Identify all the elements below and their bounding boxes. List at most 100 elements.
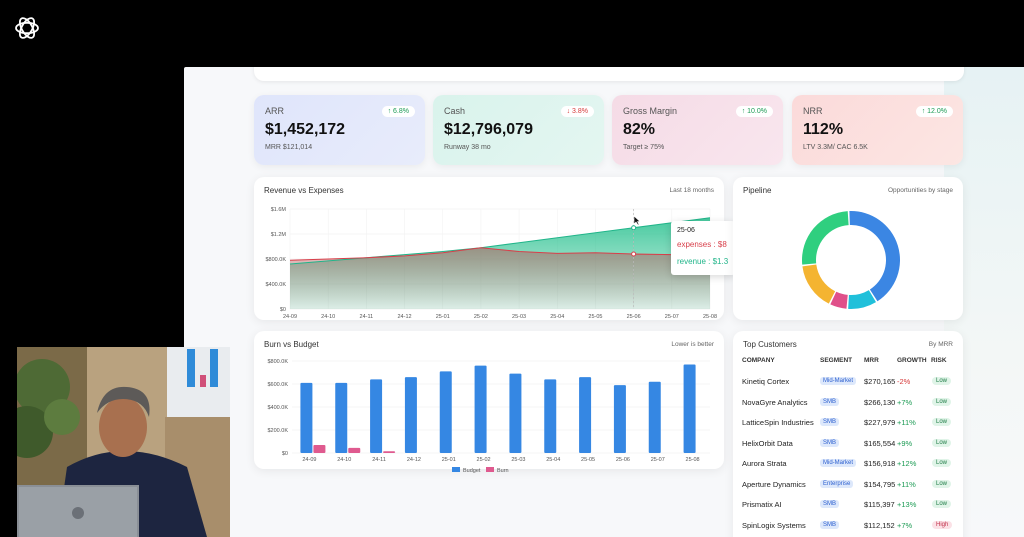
risk-badge: Low xyxy=(932,479,952,488)
risk-badge: Low xyxy=(932,377,952,385)
burn-bar[interactable] xyxy=(383,451,396,453)
segment-tag: Mid-Market xyxy=(820,459,857,467)
budget-bar[interactable] xyxy=(579,377,592,453)
customer-growth: +7% xyxy=(897,520,913,530)
budget-bar[interactable] xyxy=(404,377,417,453)
x-tick-label: 25-04 xyxy=(546,457,560,463)
budget-bar[interactable] xyxy=(370,379,383,453)
kpi-label: Cash xyxy=(444,106,466,116)
segment-tag: SMB xyxy=(820,500,840,508)
pipeline-slice[interactable] xyxy=(848,290,876,309)
legend-label-budget: Budget xyxy=(463,468,481,474)
arrow-down-icon: ↓ xyxy=(566,108,571,115)
x-tick-label: 25-02 xyxy=(474,314,488,320)
x-tick-label: 25-08 xyxy=(686,457,700,463)
customers-card-title: Top Customers xyxy=(743,340,797,349)
table-row[interactable]: Aurora Strata Mid-Market $156,918 +12% Low xyxy=(742,459,958,479)
y-tick-label: $1.2M xyxy=(271,232,287,238)
x-tick-label: 25-03 xyxy=(512,314,526,320)
budget-bar[interactable] xyxy=(509,373,522,453)
tooltip-expenses: expenses : $8 xyxy=(677,240,727,249)
kpi-value: $12,796,079 xyxy=(444,121,533,138)
budget-bar[interactable] xyxy=(439,371,452,453)
x-tick-label: 24-10 xyxy=(337,457,351,463)
pipeline-slice[interactable] xyxy=(802,211,849,265)
table-row[interactable]: SpinLogix Systems SMB $112,152 +7% High xyxy=(742,520,958,537)
budget-bar[interactable] xyxy=(335,382,348,453)
col-header-growth[interactable]: GROWTH xyxy=(897,357,927,364)
x-tick-label: 24-09 xyxy=(302,457,316,463)
kpi-card-gross-margin[interactable]: Gross Margin 82% Target ≥ 75% ↑ 10.0% xyxy=(612,95,783,165)
kpi-card-nrr[interactable]: NRR 112% LTV 3.3M/ CAC 6.5K ↑ 12.0% xyxy=(792,95,963,165)
risk-badge: Low xyxy=(932,418,952,426)
legend-swatch-budget xyxy=(452,467,460,472)
y-tick-label: $200.0K xyxy=(268,428,289,434)
burn-bar[interactable] xyxy=(348,447,361,453)
table-row[interactable]: HelixOrbit Data SMB $165,554 +9% Low xyxy=(742,438,958,459)
x-tick-label: 25-06 xyxy=(627,314,641,320)
customer-growth: +9% xyxy=(897,438,913,448)
table-row[interactable]: Prismatix AI SMB $115,397 +13% Low xyxy=(742,500,958,520)
pipeline-donut-chart[interactable] xyxy=(733,177,963,320)
kpi-delta-badge: ↑ 12.0% xyxy=(915,106,953,117)
x-tick-label: 25-05 xyxy=(581,457,595,463)
top-customers-card: Top Customers By MRR xyxy=(733,331,963,537)
col-header-company[interactable]: COMPANY xyxy=(742,357,775,364)
pipeline-card-title: Pipeline xyxy=(743,186,772,195)
risk-badge: Low xyxy=(932,459,952,467)
kpi-label: ARR xyxy=(265,106,285,116)
kpi-delta-badge: ↓ 3.8% xyxy=(560,106,594,117)
presenter-video-image xyxy=(17,347,230,537)
budget-bar[interactable] xyxy=(648,381,661,453)
customer-mrr: $112,152 xyxy=(864,520,895,530)
x-tick-label: 25-05 xyxy=(588,314,602,320)
legend-swatch-burn xyxy=(486,467,494,472)
budget-bar[interactable] xyxy=(683,364,696,453)
table-row[interactable]: NovaGyre Analytics SMB $266,130 +7% Low xyxy=(742,397,958,418)
expenses-area xyxy=(290,247,710,309)
table-row[interactable]: Kinetiq Cortex Mid-Market $270,165 -2% Low xyxy=(742,377,958,397)
budget-bar[interactable] xyxy=(300,382,313,453)
budget-bar[interactable] xyxy=(544,379,557,453)
customer-mrr: $165,554 xyxy=(864,438,896,448)
pipeline-slice[interactable] xyxy=(830,291,848,309)
budget-bar[interactable] xyxy=(474,365,487,453)
col-header-risk[interactable]: RISK xyxy=(931,357,947,364)
revenue-expenses-chart[interactable]: $0 $400.0K $800.0K $1.2M $1.6M 24-09 24-10 24-1… xyxy=(254,177,724,320)
kpi-delta-value: 12.0% xyxy=(927,108,947,115)
burn-card-title: Burn vs Budget xyxy=(264,340,319,349)
col-header-segment[interactable]: SEGMENT xyxy=(820,357,853,364)
segment-tag: SMB xyxy=(820,520,840,529)
x-tick-label: 25-02 xyxy=(477,457,491,463)
pipeline-slice[interactable] xyxy=(849,211,900,302)
table-row[interactable]: Aperture Dynamics Enterprise $154,795 +11% L… xyxy=(742,479,958,500)
col-header-mrr[interactable]: MRR xyxy=(864,357,879,364)
table-row[interactable]: LatticeSpin Industries SMB $227,979 +11% Low xyxy=(742,418,958,438)
kpi-subtext: MRR $121,014 xyxy=(265,144,313,151)
arrow-up-icon: ↑ xyxy=(921,108,926,115)
pipeline-slice[interactable] xyxy=(802,264,836,304)
kpi-delta-badge: ↑ 6.8% xyxy=(381,106,415,117)
customer-mrr: $227,979 xyxy=(864,418,896,427)
burn-budget-chart[interactable]: $0 $200.0K $400.0K $600.0K $800.0K 24-09 24-10… xyxy=(254,331,724,481)
x-tick-label: 24-11 xyxy=(372,457,386,463)
x-tick-label: 25-06 xyxy=(616,457,630,463)
revenue-card-range: Last 18 months xyxy=(669,187,714,194)
customer-mrr: $115,397 xyxy=(864,500,895,509)
customer-company: Kinetiq Cortex xyxy=(742,377,790,386)
chart-tooltip: 25-06 expenses : $8 revenue : $1.3 xyxy=(671,221,735,275)
x-tick-label: 25-01 xyxy=(442,457,456,463)
dashboard-screen: ARR $1,452,172 MRR $121,014 ↑ 6.8% Cash $12,7… xyxy=(184,67,1024,537)
kpi-card-arr[interactable]: ARR $1,452,172 MRR $121,014 ↑ 6.8% xyxy=(254,95,425,165)
customer-company: SpinLogix Systems xyxy=(742,520,806,530)
burn-bar[interactable] xyxy=(313,444,326,453)
customer-growth: +11% xyxy=(897,418,916,427)
customer-growth: +13% xyxy=(897,500,917,509)
budget-bar[interactable] xyxy=(613,385,626,453)
risk-badge: Low xyxy=(932,397,952,406)
kpi-value: 82% xyxy=(623,121,656,138)
kpi-subtext: Target ≥ 75% xyxy=(623,144,665,151)
kpi-card-cash[interactable]: Cash $12,796,079 Runway 38 mo ↓ 3.8% xyxy=(433,95,604,165)
customer-mrr: $266,130 xyxy=(864,397,896,407)
